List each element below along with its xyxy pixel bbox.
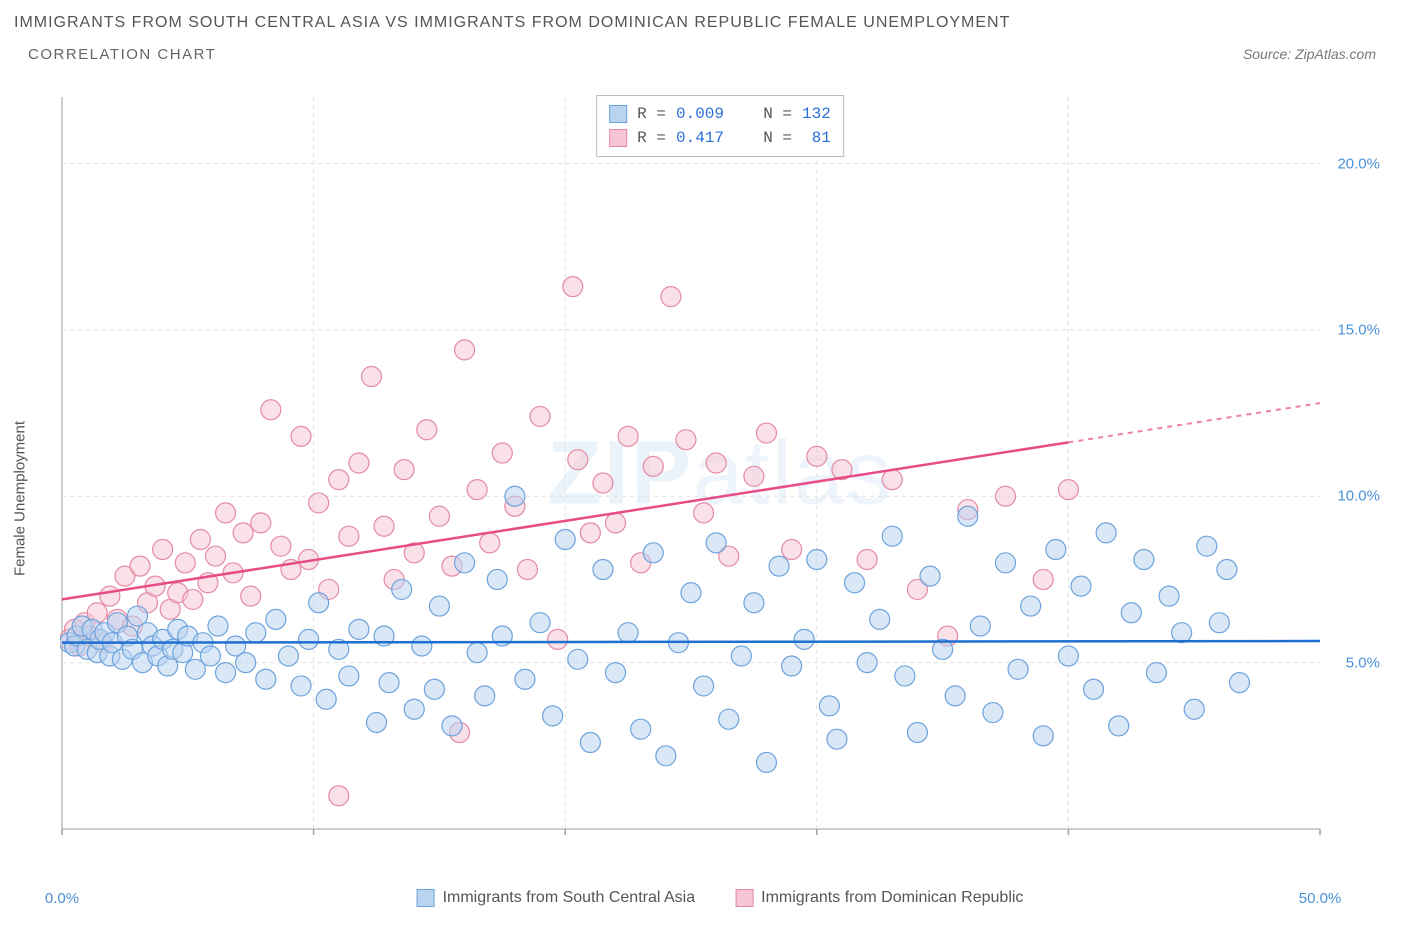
x-tick-label: 0.0% bbox=[45, 890, 79, 907]
swatch-series-1-bottom bbox=[417, 889, 435, 907]
scatter-plot bbox=[60, 95, 1380, 885]
y-axis-label: Female Unemployment bbox=[12, 421, 29, 576]
y-tick-label: 15.0% bbox=[1337, 321, 1380, 338]
legend-item-1: Immigrants from South Central Asia bbox=[417, 889, 696, 907]
y-tick-label: 5.0% bbox=[1346, 654, 1380, 671]
legend-label-1: Immigrants from South Central Asia bbox=[443, 889, 696, 907]
page-title: IMMIGRANTS FROM SOUTH CENTRAL ASIA VS IM… bbox=[14, 10, 1010, 36]
x-tick-label: 50.0% bbox=[1299, 890, 1342, 907]
swatch-series-2-bottom bbox=[735, 889, 753, 907]
legend-item-2: Immigrants from Dominican Republic bbox=[735, 889, 1023, 907]
chart-area: R = 0.009 N = 132 R = 0.417 N = 81 ZIPat… bbox=[60, 95, 1380, 885]
y-tick-label: 20.0% bbox=[1337, 155, 1380, 172]
stats-row-series-1: R = 0.009 N = 132 bbox=[609, 102, 831, 126]
source-attribution: Source: ZipAtlas.com bbox=[1243, 46, 1376, 62]
stats-legend: R = 0.009 N = 132 R = 0.417 N = 81 bbox=[596, 95, 844, 157]
r-value-1[interactable]: 0.009 bbox=[676, 102, 724, 126]
swatch-series-2 bbox=[609, 129, 627, 147]
y-tick-label: 10.0% bbox=[1337, 488, 1380, 505]
n-value-1[interactable]: 132 bbox=[802, 102, 831, 126]
r-value-2[interactable]: 0.417 bbox=[676, 126, 724, 150]
n-value-2[interactable]: 81 bbox=[802, 126, 831, 150]
page-subtitle: CORRELATION CHART bbox=[28, 46, 1010, 63]
legend-label-2: Immigrants from Dominican Republic bbox=[761, 889, 1023, 907]
stats-row-series-2: R = 0.417 N = 81 bbox=[609, 126, 831, 150]
bottom-legend: Immigrants from South Central Asia Immig… bbox=[417, 889, 1024, 907]
swatch-series-1 bbox=[609, 105, 627, 123]
